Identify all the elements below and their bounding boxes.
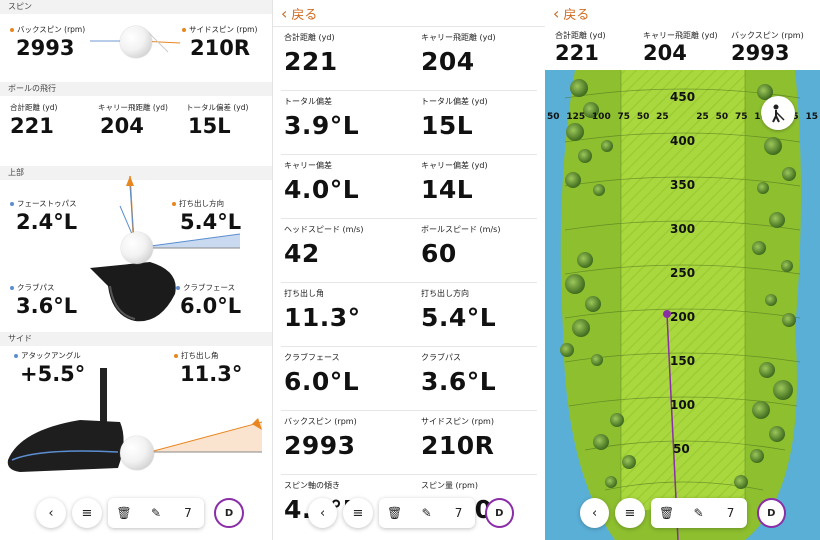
club-path-label: クラブパス: [10, 282, 55, 293]
total-deviation-value: 15L: [188, 114, 231, 138]
trash-icon[interactable]: 🗑: [386, 506, 403, 520]
club-d-button[interactable]: D: [214, 498, 244, 528]
menu-icon: ≡: [352, 505, 364, 521]
launch-angle-value: 11.3°: [180, 362, 243, 386]
detail-cell: 打ち出し方向 5.4°L: [421, 289, 497, 332]
menu-icon: ≡: [81, 505, 93, 521]
sidespin-label: サイドスピン (rpm): [182, 24, 257, 35]
club-d-button[interactable]: D: [484, 498, 514, 528]
menu-button[interactable]: ≡: [343, 498, 373, 528]
detail-cell: クラブフェース 6.0°L: [284, 353, 360, 396]
attack-angle-label: アタックアングル: [14, 350, 81, 361]
fairway-map: [560, 70, 801, 540]
backspin-label: バックスピン (rpm): [10, 24, 85, 35]
section-spin: スピン: [0, 0, 272, 14]
golf-ball-side-icon: [120, 436, 154, 470]
yard-marker: 300: [670, 222, 696, 236]
chevron-left-icon: ‹: [553, 4, 560, 23]
course-stats-bar: 合計距離 (yd) 221 キャリー飛距離 (yd) 204 バックスピン (rpm…: [545, 28, 820, 70]
carry-distance-label: キャリー飛距離 (yd): [98, 103, 168, 112]
prev-button[interactable]: ‹: [308, 498, 338, 528]
toolbar-right: ‹ ≡ 🗑 ✎ 7 D: [580, 498, 786, 528]
back-link[interactable]: ‹ 戻る: [281, 4, 318, 23]
yard-marker: 250: [670, 266, 696, 280]
detail-cell: 打ち出し角 11.3°: [284, 289, 361, 332]
launch-angle-label: 打ち出し角: [174, 350, 219, 361]
backspin-value: 2993: [16, 36, 75, 60]
detail-cell: キャリー偏差 (yd) 14L: [421, 161, 488, 204]
attack-angle-value: +5.5°: [20, 362, 86, 386]
detail-cell: ボールスピード (m/s) 60: [421, 225, 501, 268]
edit-group: 🗑 ✎ 7: [650, 498, 747, 528]
total-distance-label: 合計距離 (yd): [10, 103, 58, 112]
sidespin-value: 210R: [190, 36, 251, 60]
chevron-left-icon: ‹: [592, 505, 598, 521]
carry-distance-value: 204: [100, 114, 144, 138]
edit-icon[interactable]: ✎: [150, 506, 162, 520]
yard-marker: 100: [670, 398, 696, 412]
launch-direction-label: 打ち出し方向: [172, 198, 224, 209]
menu-button[interactable]: ≡: [615, 498, 645, 528]
prev-button[interactable]: ‹: [580, 498, 610, 528]
yard-marker: 450: [670, 90, 696, 104]
toolbar-left: ‹ ≡ 🗑 ✎ 7 D: [36, 498, 264, 528]
total-stat: 合計距離 (yd) 221: [555, 31, 606, 65]
edit-group: 🗑 ✎ 7: [108, 498, 204, 528]
shot-count: 7: [184, 506, 192, 520]
menu-button[interactable]: ≡: [72, 498, 102, 528]
back-link[interactable]: ‹ 戻る: [553, 4, 590, 23]
detail-cell: サイドスピン (rpm) 210R: [421, 417, 495, 460]
golfer-view-button[interactable]: [761, 96, 795, 130]
club-face-value: 6.0°L: [180, 294, 242, 318]
trash-icon[interactable]: 🗑: [658, 506, 675, 520]
shot-count: 7: [726, 506, 735, 520]
yard-marker: 200: [670, 310, 696, 324]
yard-marker: 50: [673, 442, 690, 456]
face-to-path-label: フェーストゥパス: [10, 198, 77, 209]
club-path-value: 3.6°L: [16, 294, 78, 318]
total-distance-value: 221: [10, 114, 54, 138]
prev-button[interactable]: ‹: [36, 498, 66, 528]
chevron-left-icon: ‹: [281, 4, 288, 23]
course-map[interactable]: 450 400 350 300 250 200 150 100 50 50 125…: [545, 70, 820, 540]
yard-marker: 150: [670, 354, 696, 368]
carry-stat: キャリー飛距離 (yd) 204: [643, 31, 718, 65]
detail-cell: クラブパス 3.6°L: [421, 353, 497, 396]
detail-cell: 合計距離 (yd) 221: [284, 33, 338, 76]
detail-cell: バックスピン (rpm) 2993: [284, 417, 357, 460]
club-face-label: クラブフェース: [176, 282, 235, 293]
detail-cell: キャリー偏差 4.0°L: [284, 161, 360, 204]
top-view-diagram: [90, 176, 241, 322]
backspin-stat: バックスピン (rpm) 2993: [731, 31, 804, 65]
toolbar-middle: ‹ ≡ 🗑 ✎ 7 D: [308, 498, 514, 528]
detail-cell: トータル偏差 3.9°L: [284, 97, 360, 140]
edit-icon[interactable]: ✎: [693, 506, 704, 520]
summary-panel: スピン バックスピン (rpm) 2993 サイドスピン (rpm) 210R …: [0, 0, 272, 540]
yard-marker: 350: [670, 178, 696, 192]
golf-ball-top-icon: [121, 232, 153, 264]
section-side-view: サイド: [0, 332, 272, 346]
section-ball-flight: ボールの飛行: [0, 82, 272, 96]
shot-count: 7: [454, 506, 463, 520]
edit-group: 🗑 ✎ 7: [378, 498, 475, 528]
section-top-view: 上部: [0, 166, 272, 180]
edit-icon[interactable]: ✎: [421, 506, 432, 520]
side-view-diagram: [7, 368, 263, 472]
trash-icon[interactable]: 🗑: [116, 506, 132, 520]
golfer-icon: [772, 104, 785, 123]
club-d-button[interactable]: D: [756, 498, 786, 528]
face-to-path-value: 2.4°L: [16, 210, 78, 234]
course-panel: ‹ 戻る 合計距離 (yd) 221 キャリー飛距離 (yd) 204 バックスピン …: [545, 0, 820, 540]
yard-marker: 400: [670, 134, 696, 148]
golf-ball-icon: [120, 26, 152, 58]
detail-cell: キャリー飛距離 (yd) 204: [421, 33, 496, 76]
detail-panel: ‹ 戻る 合計距離 (yd) 221 キャリー飛距離 (yd) 204 トータル偏差 3…: [272, 0, 545, 540]
launch-direction-value: 5.4°L: [180, 210, 242, 234]
detail-cell: トータル偏差 (yd) 15L: [421, 97, 488, 140]
chevron-left-icon: ‹: [320, 505, 326, 521]
chevron-left-icon: ‹: [48, 505, 54, 521]
detail-cell: ヘッドスピード (m/s) 42: [284, 225, 364, 268]
menu-icon: ≡: [624, 505, 636, 521]
total-deviation-label: トータル偏差 (yd): [186, 103, 249, 112]
